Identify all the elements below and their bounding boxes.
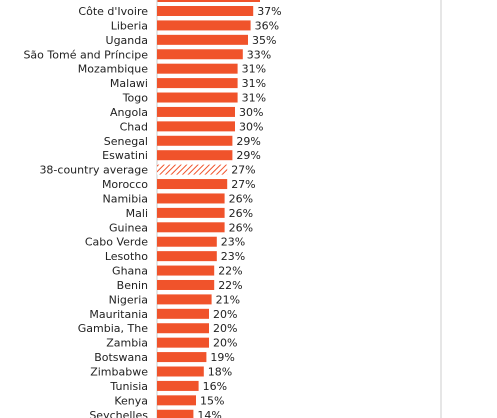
- category-label: Mauritania: [89, 308, 148, 321]
- bar: [157, 380, 199, 391]
- value-label: 22%: [218, 265, 242, 278]
- category-label: Namibia: [102, 192, 148, 205]
- category-label: Cabo Verde: [85, 236, 148, 249]
- value-label: 35%: [252, 34, 276, 47]
- value-label: 20%: [213, 308, 237, 321]
- bar: [157, 92, 238, 103]
- category-label: Zimbabwe: [90, 366, 148, 379]
- value-label: 22%: [218, 279, 242, 292]
- bar: [157, 150, 233, 161]
- category-label: Mozambique: [78, 63, 148, 76]
- category-label: Nigeria: [109, 293, 148, 306]
- bar: [157, 251, 217, 262]
- bar: [157, 20, 251, 31]
- value-label: 19%: [210, 351, 234, 364]
- value-label: 14%: [197, 409, 221, 418]
- value-label: 36%: [255, 19, 279, 32]
- value-label: 31%: [242, 63, 266, 76]
- category-label: 38-country average: [39, 164, 148, 177]
- value-label: 27%: [231, 178, 255, 191]
- bar: [157, 207, 225, 218]
- bar: [157, 279, 215, 290]
- bar: [157, 409, 194, 418]
- category-label: Liberia: [111, 19, 148, 32]
- bar: [157, 222, 225, 233]
- category-label: Angola: [110, 106, 148, 119]
- value-label: 37%: [257, 5, 281, 18]
- category-label: Botswana: [94, 351, 148, 364]
- value-label: 29%: [236, 149, 260, 162]
- value-label: 21%: [216, 293, 240, 306]
- value-label: 31%: [242, 92, 266, 105]
- bar: [157, 179, 228, 190]
- value-label: 23%: [221, 250, 245, 263]
- bar: [157, 236, 217, 247]
- value-label: 29%: [236, 135, 260, 148]
- category-label: São Tomé and Príncipe: [23, 48, 148, 61]
- category-label: Côte d'Ivoire: [78, 5, 148, 18]
- category-label: Malawi: [110, 77, 148, 90]
- category-label: Mali: [126, 207, 148, 220]
- bar: [157, 323, 209, 334]
- category-label: Morocco: [102, 178, 148, 191]
- value-label: 15%: [200, 394, 224, 407]
- value-label: 26%: [229, 207, 253, 220]
- value-label: 30%: [239, 106, 263, 119]
- value-label: 26%: [229, 192, 253, 205]
- bar: [157, 135, 233, 146]
- category-label: Ghana: [112, 265, 148, 278]
- category-label: Eswatini: [102, 149, 148, 162]
- value-label: 30%: [239, 120, 263, 133]
- value-label: 26%: [229, 221, 253, 234]
- bar: [157, 63, 238, 74]
- bar: [157, 265, 215, 276]
- bar: [157, 106, 235, 117]
- value-label: 27%: [231, 164, 255, 177]
- category-label: Guinea: [109, 221, 148, 234]
- category-label: Seychelles: [89, 409, 148, 418]
- average-bar: [157, 164, 228, 175]
- category-label: Gambia, The: [78, 322, 148, 335]
- category-label: Chad: [120, 120, 148, 133]
- bar: [157, 49, 243, 60]
- category-label: Senegal: [104, 135, 148, 148]
- bar: [157, 34, 248, 45]
- bar: [157, 121, 235, 132]
- value-label: 16%: [203, 380, 227, 393]
- category-label: Zambia: [106, 337, 148, 350]
- bar: [157, 193, 225, 204]
- bar: [157, 6, 254, 16]
- bar: [157, 366, 204, 377]
- category-label: Lesotho: [105, 250, 148, 263]
- value-label: 33%: [247, 48, 271, 61]
- value-label: 20%: [213, 337, 237, 350]
- value-label: 20%: [213, 322, 237, 335]
- bar: [157, 308, 209, 319]
- value-label: 18%: [208, 366, 232, 379]
- category-label: Togo: [122, 92, 149, 105]
- category-label: Tunisia: [109, 380, 148, 393]
- value-label: 23%: [221, 236, 245, 249]
- bar: [157, 337, 209, 348]
- category-label: Uganda: [106, 34, 148, 47]
- value-label: 31%: [242, 77, 266, 90]
- bar: [157, 352, 207, 363]
- bar: [157, 395, 196, 406]
- bar: [157, 294, 212, 305]
- category-label: Kenya: [114, 394, 148, 407]
- bar: [157, 78, 238, 89]
- category-label: Benin: [117, 279, 148, 292]
